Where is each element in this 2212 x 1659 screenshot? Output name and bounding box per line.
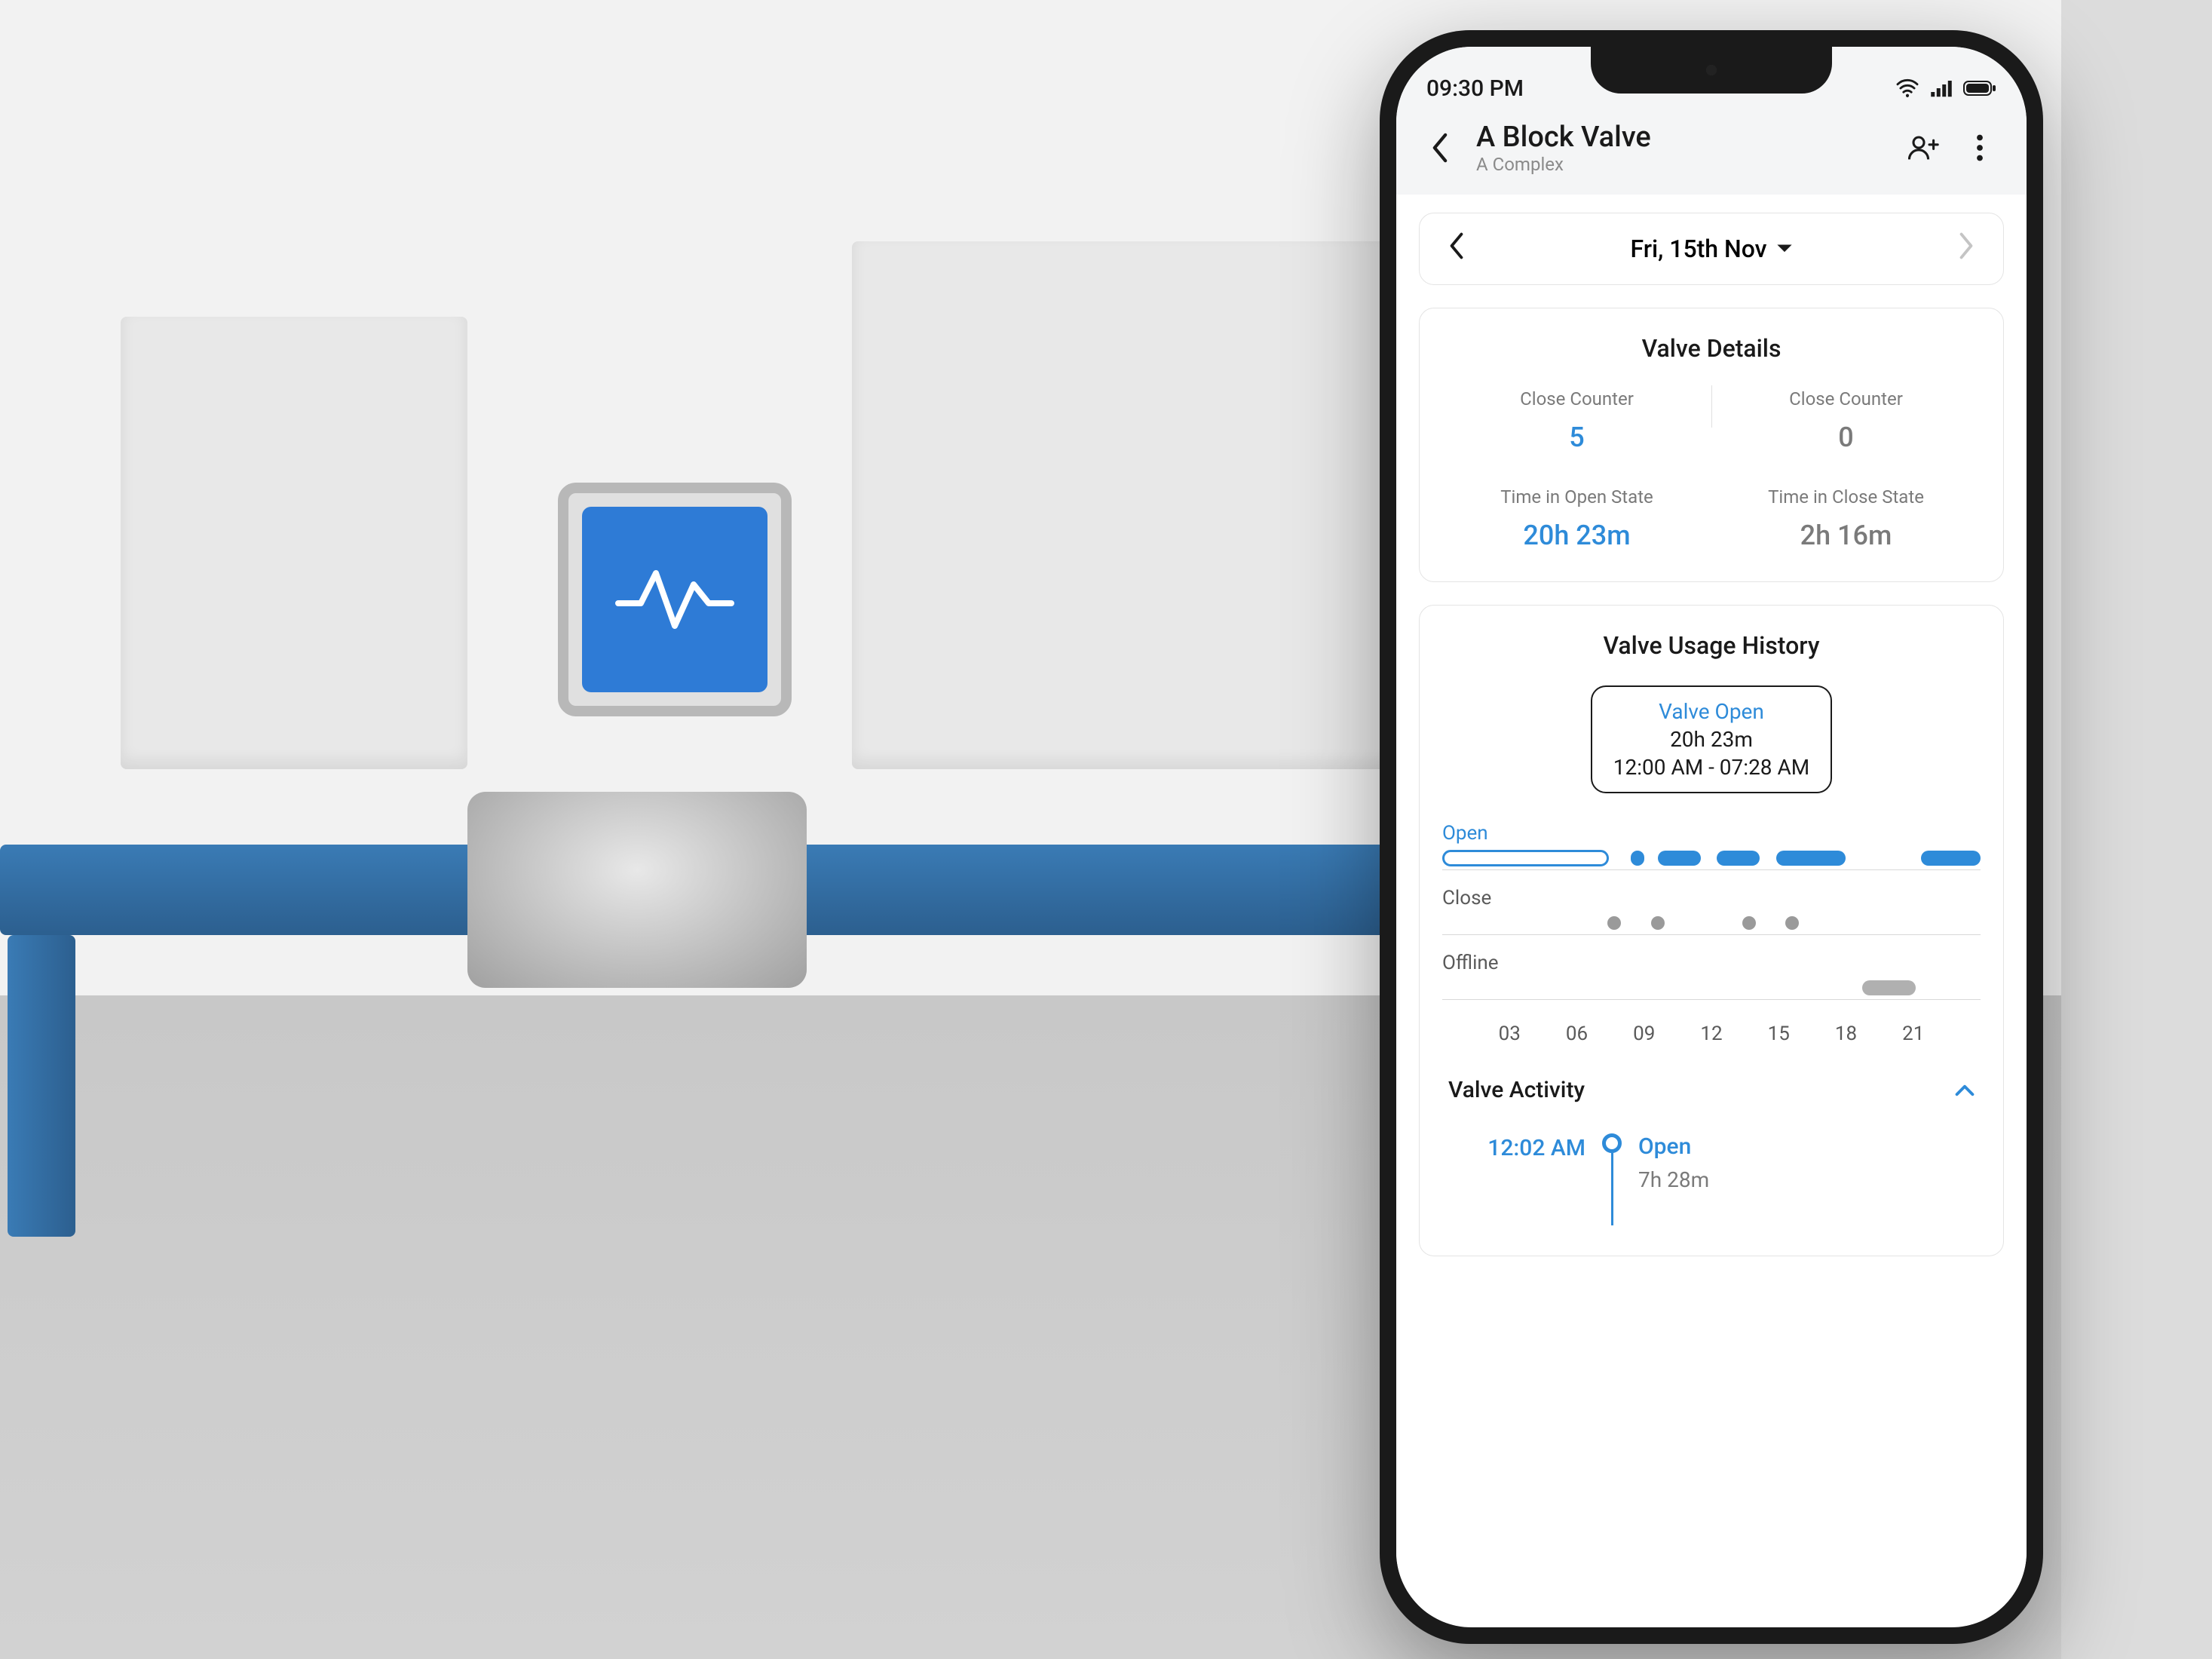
detail-label: Time in Close State (1711, 486, 1981, 508)
divider (1711, 385, 1712, 428)
track-dot[interactable] (1785, 916, 1799, 930)
x-axis-tick: 12 (1700, 1023, 1722, 1045)
more-button[interactable] (1963, 131, 1996, 164)
history-tooltip: Valve Open 20h 23m 12:00 AM - 07:28 AM (1591, 685, 1832, 793)
track-segment[interactable] (1717, 851, 1760, 866)
track-dot[interactable] (1742, 916, 1756, 930)
detail-cell: Close Counter 0 (1711, 388, 1981, 453)
detail-cell: Time in Close State 2h 16m (1711, 486, 1981, 551)
track-offline: Offline (1442, 952, 1981, 1000)
add-user-button[interactable] (1907, 131, 1941, 164)
track-close: Close (1442, 887, 1981, 935)
track-segment[interactable] (1658, 851, 1701, 866)
detail-value: 2h 16m (1711, 520, 1981, 551)
status-time: 09:30 PM (1426, 75, 1524, 102)
bg-device-screen (582, 507, 767, 692)
content-scroll[interactable]: Fri, 15th Nov Valve Details Close Counte… (1396, 195, 2027, 1626)
activity-dot-icon (1602, 1133, 1622, 1153)
valve-history-card: Valve Usage History Valve Open 20h 23m 1… (1419, 605, 2004, 1256)
track-bar[interactable] (1442, 915, 1981, 935)
detail-label: Close Counter (1442, 388, 1711, 409)
x-axis-tick: 18 (1835, 1023, 1857, 1045)
detail-cell: Close Counter 5 (1442, 388, 1711, 453)
activity-row: 12:02 AM Open 7h 28m (1442, 1121, 1981, 1225)
track-bar[interactable] (1442, 851, 1981, 870)
track-label: Open (1442, 822, 1981, 845)
activity-duration: 7h 28m (1638, 1167, 1973, 1192)
page-subtitle: A Complex (1476, 154, 1892, 175)
x-axis-tick: 03 (1499, 1023, 1521, 1045)
activity-labels: Open 7h 28m (1638, 1133, 1973, 1192)
chevron-down-icon (1776, 244, 1793, 254)
activity-time: 12:02 AM (1450, 1133, 1585, 1161)
track-open: Open (1442, 822, 1981, 870)
tooltip-range: 12:00 AM - 07:28 AM (1603, 755, 1820, 780)
track-segment[interactable] (1921, 851, 1981, 866)
track-dot[interactable] (1651, 916, 1665, 930)
date-label: Fri, 15th Nov (1630, 235, 1766, 263)
bg-block (852, 241, 1395, 769)
bg-block (121, 317, 467, 769)
bg-right-wall (2061, 0, 2212, 1659)
x-axis-tick: 15 (1768, 1023, 1790, 1045)
x-axis-tick: 21 (1902, 1023, 1924, 1045)
status-icons (1895, 78, 1996, 98)
valve-details-card: Valve Details Close Counter 5 Close Coun… (1419, 308, 2004, 582)
phone-notch (1591, 47, 1832, 94)
track-dot[interactable] (1607, 916, 1621, 930)
date-next-button[interactable] (1947, 231, 1985, 268)
date-navigator: Fri, 15th Nov (1419, 213, 2004, 285)
tooltip-state: Valve Open (1603, 699, 1820, 724)
activity-title: Valve Activity (1448, 1077, 1585, 1103)
battery-icon (1963, 79, 1996, 97)
activity-header[interactable]: Valve Activity (1442, 1069, 1981, 1121)
activity-state: Open (1638, 1133, 1973, 1160)
track-x-axis: 03 06 09 12 15 18 21 (1442, 1017, 1981, 1047)
phone-screen: 09:30 PM A Block Valve A Complex (1396, 47, 2027, 1627)
track-segment[interactable] (1631, 851, 1644, 866)
bg-valve (467, 792, 807, 988)
card-title: Valve Usage History (1442, 631, 1981, 660)
detail-label: Time in Open State (1442, 486, 1711, 508)
detail-label: Close Counter (1711, 388, 1981, 409)
date-picker-button[interactable]: Fri, 15th Nov (1630, 235, 1792, 263)
track-segment[interactable] (1862, 980, 1916, 995)
track-segment[interactable] (1442, 850, 1609, 866)
tooltip-duration: 20h 23m (1603, 727, 1820, 752)
detail-value: 0 (1711, 422, 1981, 453)
activity-line (1611, 1153, 1613, 1225)
chevron-up-icon (1955, 1077, 1975, 1103)
track-bar[interactable] (1442, 980, 1981, 1000)
wifi-icon (1895, 78, 1919, 98)
detail-value: 5 (1442, 422, 1711, 453)
x-axis-tick: 09 (1633, 1023, 1655, 1045)
date-prev-button[interactable] (1438, 231, 1475, 268)
activity-timeline (1601, 1133, 1623, 1225)
track-segment[interactable] (1776, 851, 1846, 866)
card-title: Valve Details (1442, 334, 1981, 363)
track-label: Close (1442, 887, 1981, 909)
signal-icon (1930, 78, 1953, 98)
x-axis-tick: 06 (1566, 1023, 1588, 1045)
detail-cell: Time in Open State 20h 23m (1442, 486, 1711, 551)
track-label: Offline (1442, 952, 1981, 974)
header-actions (1907, 131, 2004, 164)
detail-value: 20h 23m (1442, 520, 1711, 551)
page-title: A Block Valve (1476, 121, 1892, 154)
details-grid: Close Counter 5 Close Counter 0 Time in … (1442, 388, 1981, 551)
bg-pipe-vertical (8, 935, 75, 1237)
back-button[interactable] (1419, 127, 1461, 169)
header-titles: A Block Valve A Complex (1476, 121, 1892, 175)
bg-device (558, 483, 792, 716)
app-header: A Block Valve A Complex (1396, 115, 2027, 195)
phone-frame: 09:30 PM A Block Valve A Complex (1380, 30, 2043, 1644)
